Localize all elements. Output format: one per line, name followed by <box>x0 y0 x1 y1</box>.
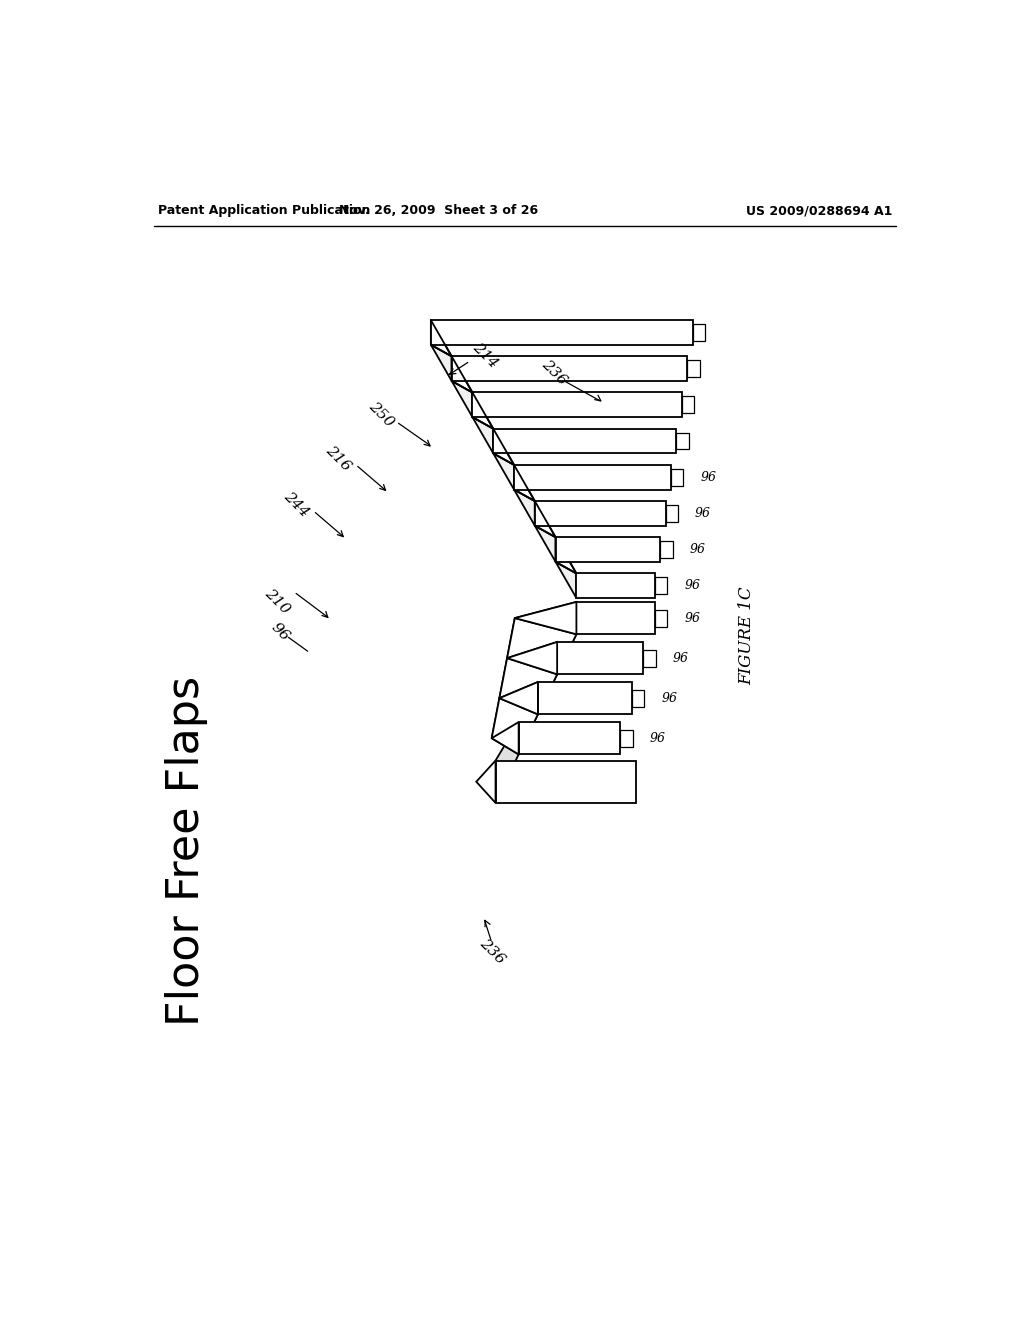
Polygon shape <box>577 573 655 598</box>
Text: Floor Free Flaps: Floor Free Flaps <box>165 676 208 1027</box>
Polygon shape <box>476 760 496 803</box>
Polygon shape <box>472 417 494 453</box>
Polygon shape <box>500 659 557 714</box>
Polygon shape <box>577 602 655 635</box>
Polygon shape <box>666 506 678 521</box>
Polygon shape <box>452 356 687 381</box>
Polygon shape <box>538 682 632 714</box>
Text: 96: 96 <box>689 543 706 556</box>
Polygon shape <box>452 356 472 392</box>
Polygon shape <box>692 323 705 341</box>
Polygon shape <box>494 429 677 453</box>
Polygon shape <box>507 618 577 675</box>
Text: 96: 96 <box>269 620 293 644</box>
Polygon shape <box>518 722 621 755</box>
Polygon shape <box>500 682 538 714</box>
Text: 96: 96 <box>662 692 677 705</box>
Polygon shape <box>682 396 694 413</box>
Text: 216: 216 <box>324 444 353 474</box>
Polygon shape <box>518 682 538 755</box>
Polygon shape <box>515 602 577 635</box>
Text: 250: 250 <box>366 399 396 429</box>
Polygon shape <box>431 345 452 381</box>
Text: 96: 96 <box>649 731 666 744</box>
Text: Patent Application Publication: Patent Application Publication <box>158 205 370 218</box>
Polygon shape <box>431 321 692 345</box>
Polygon shape <box>687 360 699 378</box>
Polygon shape <box>452 381 472 417</box>
Polygon shape <box>514 465 535 502</box>
Polygon shape <box>500 642 557 698</box>
Text: Nov. 26, 2009  Sheet 3 of 26: Nov. 26, 2009 Sheet 3 of 26 <box>339 205 539 218</box>
Polygon shape <box>557 642 643 675</box>
Polygon shape <box>535 502 666 525</box>
Text: 244: 244 <box>281 490 311 520</box>
Polygon shape <box>507 642 557 675</box>
Polygon shape <box>431 321 452 356</box>
Polygon shape <box>556 537 660 562</box>
Text: 96: 96 <box>684 579 700 593</box>
Polygon shape <box>655 577 668 594</box>
Polygon shape <box>556 537 577 573</box>
Text: 96: 96 <box>700 471 717 483</box>
Text: 96: 96 <box>695 507 711 520</box>
Polygon shape <box>492 698 538 755</box>
Text: 210: 210 <box>261 586 292 616</box>
Polygon shape <box>671 469 683 486</box>
Polygon shape <box>492 722 518 755</box>
Polygon shape <box>472 392 494 429</box>
Text: 236: 236 <box>539 358 569 388</box>
Polygon shape <box>557 602 577 675</box>
Polygon shape <box>621 730 633 747</box>
Polygon shape <box>632 689 644 706</box>
Polygon shape <box>538 642 557 714</box>
Text: FIGURE 1C: FIGURE 1C <box>738 586 755 685</box>
Text: 236: 236 <box>477 936 508 966</box>
Polygon shape <box>535 525 556 562</box>
Polygon shape <box>655 610 668 627</box>
Polygon shape <box>514 465 671 490</box>
Polygon shape <box>492 682 538 738</box>
Polygon shape <box>660 541 673 558</box>
Polygon shape <box>677 433 689 449</box>
Polygon shape <box>472 392 682 417</box>
Text: 96: 96 <box>673 652 689 665</box>
Polygon shape <box>496 722 518 803</box>
Text: 214: 214 <box>469 341 500 371</box>
Polygon shape <box>535 502 556 537</box>
Polygon shape <box>494 453 514 490</box>
Text: US 2009/0288694 A1: US 2009/0288694 A1 <box>746 205 893 218</box>
Polygon shape <box>496 760 636 803</box>
Text: 96: 96 <box>684 611 700 624</box>
Polygon shape <box>507 602 577 659</box>
Polygon shape <box>514 490 535 525</box>
Polygon shape <box>494 429 514 465</box>
Polygon shape <box>643 649 655 667</box>
Polygon shape <box>556 562 577 598</box>
